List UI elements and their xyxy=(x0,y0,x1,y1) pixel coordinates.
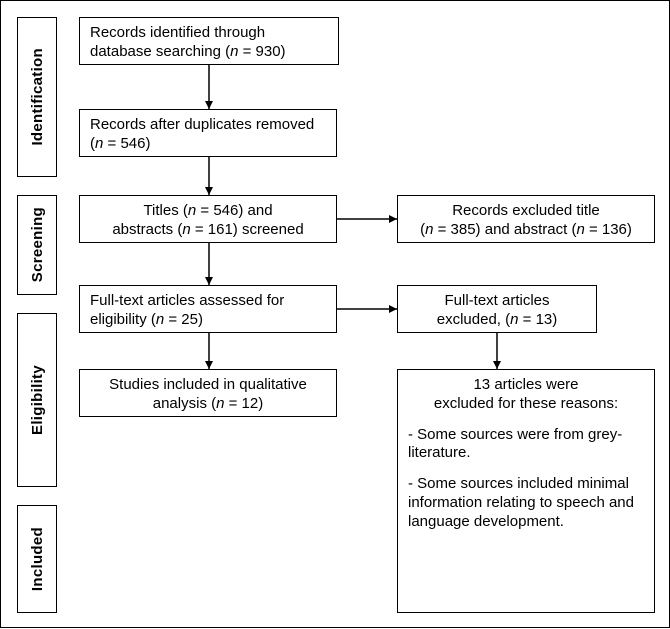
stage-eligibility: Eligibility xyxy=(17,313,57,487)
stage-included: Included xyxy=(17,505,57,613)
node-titles-abstracts-screened: Titles (n = 546) and abstracts (n = 161)… xyxy=(79,195,337,243)
flowchart-canvas: Identification Screening Eligibility Inc… xyxy=(0,0,670,628)
node-records-identified: Records identified through database sear… xyxy=(79,17,339,65)
stage-screening: Screening xyxy=(17,195,57,295)
node-excluded-title-abstract: Records excluded title (n = 385) and abs… xyxy=(397,195,655,243)
stage-identification-label: Identification xyxy=(29,48,46,146)
node-after-duplicates: Records after duplicates removed (n = 54… xyxy=(79,109,337,157)
stage-included-label: Included xyxy=(29,527,46,591)
node-full-text-assessed: Full-text articles assessed for eligibil… xyxy=(79,285,337,333)
stage-identification: Identification xyxy=(17,17,57,177)
stage-eligibility-label: Eligibility xyxy=(29,365,46,435)
node-full-text-excluded: Full-text articles excluded, (n = 13) xyxy=(397,285,597,333)
node-exclusion-reasons: 13 articles were excluded for these reas… xyxy=(397,369,655,613)
stage-screening-label: Screening xyxy=(29,207,46,282)
node-studies-included: Studies included in qualitative analysis… xyxy=(79,369,337,417)
